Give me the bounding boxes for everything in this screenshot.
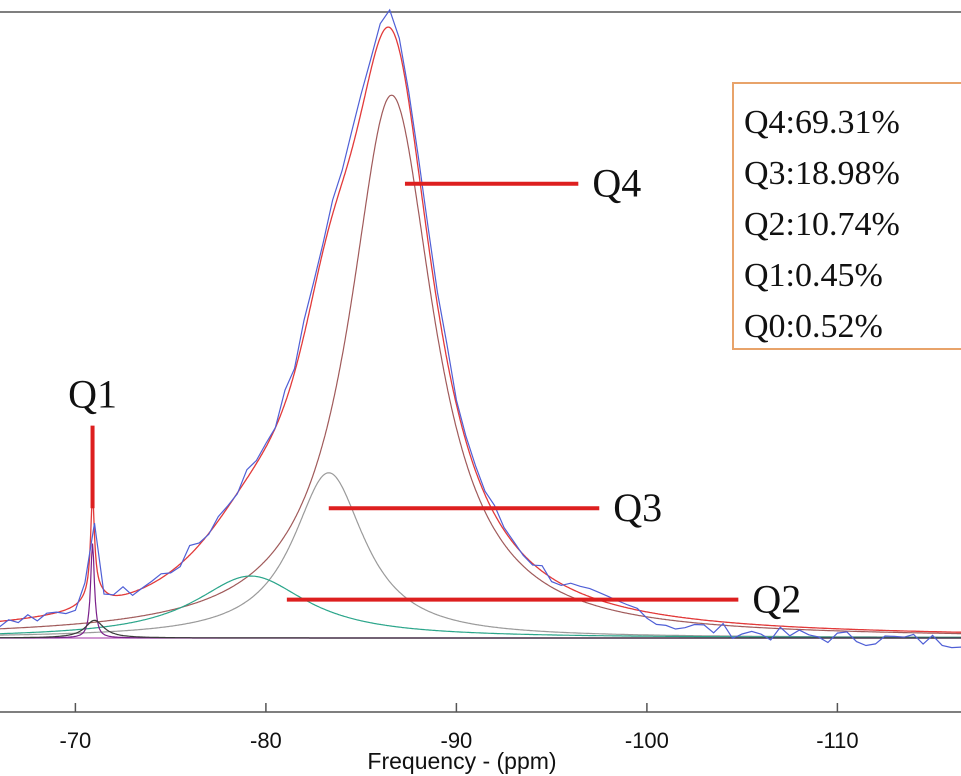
x-tick-label: -90 [441,728,473,753]
x-axis-title: Frequency - (ppm) [367,748,556,774]
legend-entry: Q2:10.74% [744,206,900,243]
component-curve-q0 [0,619,961,639]
peak-label-q1: Q1 [68,372,117,417]
legend-entry: Q0:0.52% [744,308,883,345]
component-curve-q4 [0,94,961,635]
experimental-spectrum [0,8,961,649]
legend-box-border [732,82,961,350]
x-tick-label: -110 [816,728,858,753]
fit-curve [0,26,961,633]
x-axis-ticks: -70 -80 -90 -100 -110 [60,703,859,753]
annotation-q1: Q1 [68,372,117,509]
legend-entry: Q1:0.45% [744,257,883,294]
peak-label-q3: Q3 [613,485,662,530]
x-tick-label: -100 [625,728,669,753]
annotation-q4: Q4 [404,161,641,206]
spectrum-curves [0,8,961,649]
component-curve-q3 [0,472,961,638]
peak-label-q2: Q2 [752,577,801,622]
component-curve-q2 [0,575,961,639]
legend-entry: Q4:69.31% [744,104,900,141]
component-curve-q1 [0,543,961,639]
composition-legend-box: Q4:69.31% Q3:18.98% Q2:10.74% Q1:0.45% Q0:0.… [732,82,961,350]
x-tick-label: -70 [60,728,92,753]
annotation-q3: Q3 [328,485,662,530]
peak-label-q4: Q4 [592,161,641,206]
peak-annotations: Q4 Q3 Q2 Q1 [68,161,801,622]
legend-entry: Q3:18.98% [744,155,900,192]
x-tick-label: -80 [250,728,282,753]
annotation-q2: Q2 [286,577,801,622]
